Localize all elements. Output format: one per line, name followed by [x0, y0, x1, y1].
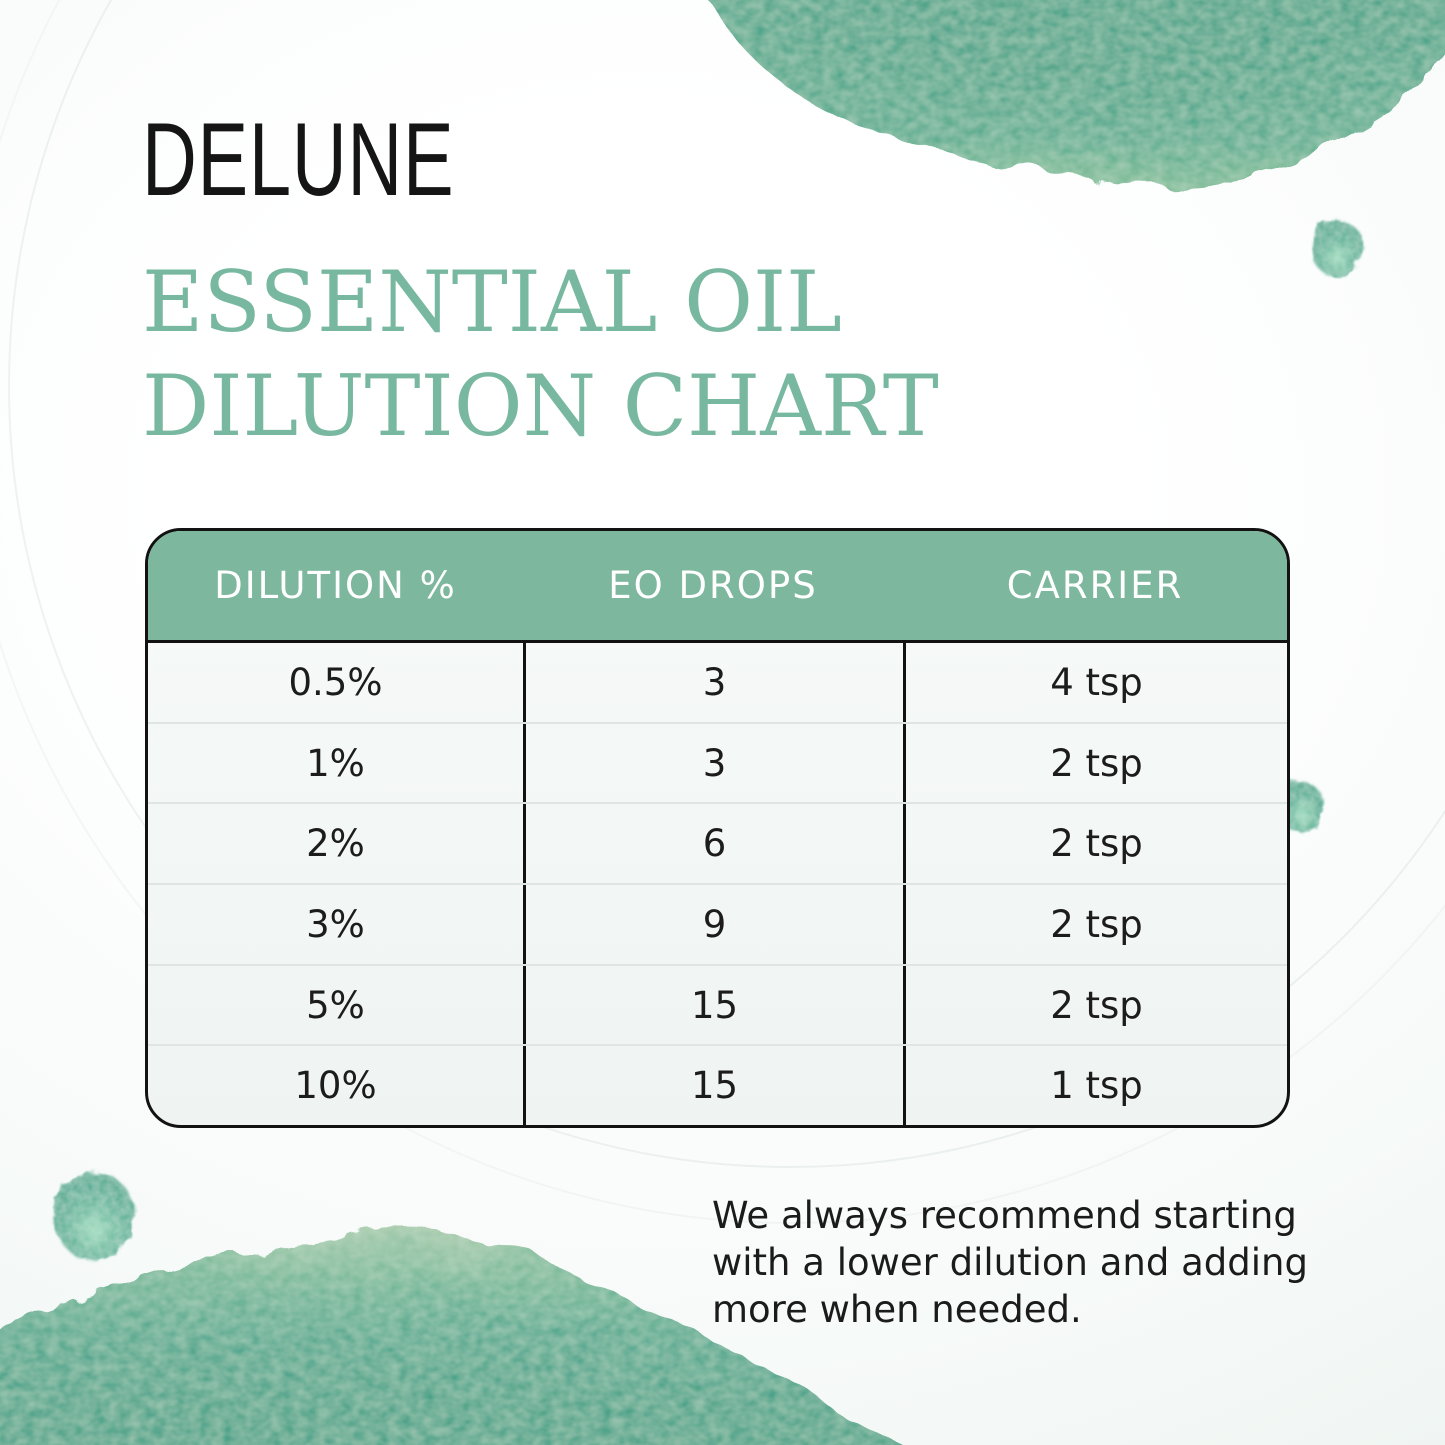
page-title-line1: ESSENTIAL OIL — [142, 253, 842, 351]
cell-dilution: 5% — [306, 983, 365, 1027]
cell-carrier: 1 tsp — [903, 1046, 1287, 1125]
cell-eo-drops: 9 — [523, 885, 903, 964]
cell-eo-drops: 15 — [523, 1046, 903, 1125]
table-body: 0.5% 3 4 tsp 1% 3 2 tsp 2% 6 2 tsp 3% 9 … — [148, 643, 1287, 1125]
cell-carrier: 2 tsp — [903, 965, 1287, 1045]
watercolor-blob-top-right — [707, 0, 1445, 188]
cell-dilution: 0.5% — [288, 660, 383, 704]
column-header-eo-drops: EO DROPS — [608, 564, 818, 607]
table-row: 3% 9 2 tsp — [148, 883, 1287, 964]
column-header-dilution: DILUTION % — [214, 564, 457, 607]
table-row: 1% 3 2 tsp — [148, 721, 1287, 803]
dilution-table: DILUTION % EO DROPS CARRIER 0.5% 3 4 tsp… — [145, 528, 1290, 1128]
cell-carrier: 2 tsp — [903, 804, 1287, 884]
cell-eo-drops: 15 — [523, 965, 903, 1045]
cell-eo-drops: 3 — [523, 723, 903, 803]
cell-eo-drops: 3 — [523, 643, 903, 722]
table-row: 0.5% 3 4 tsp — [148, 643, 1287, 722]
cell-eo-drops: 6 — [523, 804, 903, 884]
cell-dilution: 10% — [294, 1064, 377, 1108]
note-line: We always recommend starting — [712, 1194, 1297, 1237]
recommendation-note: We always recommend starting with a lowe… — [712, 1192, 1312, 1333]
cell-carrier: 2 tsp — [903, 723, 1287, 803]
table-row: 2% 6 2 tsp — [148, 802, 1287, 884]
page-title: ESSENTIAL OIL DILUTION CHART — [142, 250, 939, 458]
page-title-line2: DILUTION CHART — [142, 357, 939, 455]
table-header-row: DILUTION % EO DROPS CARRIER — [148, 531, 1287, 643]
note-line: more when needed. — [712, 1288, 1082, 1331]
watercolor-dot-bottom-left — [54, 1172, 134, 1260]
watercolor-hill-bottom-left — [0, 1230, 904, 1445]
table-row: 10% 15 1 tsp — [148, 1044, 1287, 1125]
cell-carrier: 2 tsp — [903, 885, 1287, 964]
watercolor-dot-top-right — [1311, 220, 1363, 276]
cell-dilution: 3% — [306, 902, 365, 946]
table-row: 5% 15 2 tsp — [148, 963, 1287, 1045]
column-header-carrier: CARRIER — [1006, 564, 1184, 607]
note-line: with a lower dilution and adding — [712, 1241, 1308, 1284]
brand-logo: DELUNE — [142, 102, 455, 218]
cell-carrier: 4 tsp — [903, 643, 1287, 722]
cell-dilution: 1% — [306, 741, 365, 785]
cell-dilution: 2% — [306, 822, 365, 866]
